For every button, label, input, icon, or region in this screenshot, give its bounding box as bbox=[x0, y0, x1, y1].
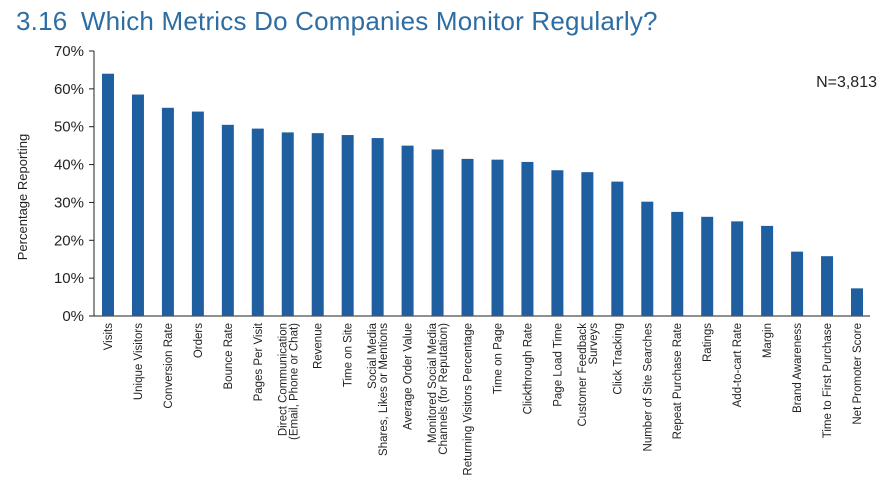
x-tick-label: Unique Visitors bbox=[133, 323, 145, 400]
bar bbox=[401, 145, 414, 316]
bar bbox=[341, 135, 354, 316]
x-tick-label: Clickthrough Rate bbox=[522, 323, 534, 414]
bar bbox=[701, 216, 714, 316]
bar bbox=[581, 172, 594, 316]
bar bbox=[551, 170, 564, 316]
x-tick-label-line: Average Order Value bbox=[403, 323, 415, 430]
chart-title: 3.16 Which Metrics Do Companies Monitor … bbox=[16, 6, 658, 37]
x-tick-label-line: Social Media bbox=[367, 322, 379, 388]
x-tick-label-line: Orders bbox=[193, 323, 205, 358]
x-tick-label: Social Media Shares, Likes or Mentions bbox=[367, 322, 390, 456]
x-tick-label-line: Ratings bbox=[702, 323, 714, 362]
x-tick-label-line: Channels (for Reputation) bbox=[438, 323, 450, 455]
x-axis-labels: Visits Unique Visitors Conversion Rate Orde… bbox=[103, 322, 864, 475]
y-tick-label: 10% bbox=[54, 270, 84, 287]
x-tick-label-line: Surveys bbox=[588, 323, 600, 365]
bars bbox=[102, 73, 863, 317]
x-tick-label: Time on Site bbox=[343, 323, 355, 387]
bar bbox=[731, 221, 744, 316]
x-tick-label-line: (Email, Phone or Chat) bbox=[288, 323, 300, 440]
x-tick-label: Visits bbox=[103, 323, 115, 351]
x-tick-label: Ratings bbox=[702, 323, 714, 362]
chart-title-number: 3.16 bbox=[16, 6, 68, 36]
x-tick-label-line: Monitored Social Media bbox=[427, 322, 439, 443]
x-tick-label: Pages Per Visit bbox=[253, 322, 265, 401]
y-tick-label: 0% bbox=[62, 308, 84, 325]
y-axis-label: Percentage Reporting bbox=[15, 134, 30, 260]
y-tick-label: 70% bbox=[54, 43, 84, 60]
bar bbox=[491, 159, 504, 316]
x-tick-label-line: Number of Site Searches bbox=[642, 323, 654, 452]
bar bbox=[221, 124, 234, 316]
x-tick-label-line: Time on Site bbox=[343, 323, 355, 387]
x-tick-label-line: Visits bbox=[103, 323, 115, 351]
x-tick-label-line: Revenue bbox=[313, 323, 325, 369]
bar bbox=[671, 211, 684, 316]
y-tick-label: 60% bbox=[54, 81, 84, 98]
x-tick-label-line: Bounce Rate bbox=[223, 323, 235, 390]
y-tick-label: 40% bbox=[54, 157, 84, 174]
bar bbox=[191, 111, 204, 316]
bar bbox=[161, 107, 174, 317]
x-tick-label-line: Pages Per Visit bbox=[253, 322, 265, 401]
x-tick-label-line: Customer Feedback bbox=[577, 323, 589, 427]
y-tick-label: 20% bbox=[54, 232, 84, 249]
bar bbox=[461, 158, 474, 316]
bar bbox=[251, 128, 264, 316]
x-tick-label: Time to First Purchase bbox=[822, 323, 834, 438]
x-tick-label-line: Conversion Rate bbox=[163, 323, 175, 409]
bar bbox=[521, 161, 534, 316]
x-tick-label-line: Shares, Likes or Mentions bbox=[378, 323, 390, 456]
x-tick-label: Repeat Purchase Rate bbox=[672, 323, 684, 439]
x-tick-label-line: Clickthrough Rate bbox=[522, 323, 534, 414]
x-tick-label-line: Returning Visitors Percentage bbox=[463, 323, 475, 476]
x-tick-label: Returning Visitors Percentage bbox=[463, 323, 475, 476]
bar bbox=[821, 256, 834, 316]
bar bbox=[851, 288, 863, 316]
bar bbox=[431, 149, 444, 316]
x-tick-label: Number of Site Searches bbox=[642, 323, 654, 452]
sample-size-note: N=3,813 bbox=[816, 74, 877, 91]
x-tick-label: Customer Feedback Surveys bbox=[577, 323, 600, 427]
chart-title-text: Which Metrics Do Companies Monitor Regul… bbox=[80, 6, 658, 36]
x-tick-label-line: Direct Communication bbox=[277, 323, 289, 436]
x-tick-label: Page Load Time bbox=[552, 323, 564, 407]
x-tick-label: Revenue bbox=[313, 323, 325, 369]
x-tick-label: Margin bbox=[762, 323, 774, 358]
bar bbox=[761, 225, 774, 316]
x-tick-label-line: Unique Visitors bbox=[133, 323, 145, 400]
x-tick-label: Time on Page bbox=[492, 323, 504, 394]
x-tick-label: Conversion Rate bbox=[163, 323, 175, 409]
x-tick-label: Average Order Value bbox=[403, 323, 415, 430]
x-tick-label-line: Brand Awareness bbox=[792, 323, 804, 413]
bar bbox=[311, 133, 324, 316]
x-tick-label-line: Page Load Time bbox=[552, 323, 564, 407]
x-tick-label-line: Repeat Purchase Rate bbox=[672, 323, 684, 439]
x-tick-label: Click Tracking bbox=[612, 323, 624, 395]
y-tick-label: 50% bbox=[54, 119, 84, 136]
x-tick-label: Add-to-cart Rate bbox=[732, 323, 744, 407]
bar bbox=[131, 94, 144, 317]
x-tick-label-line: Add-to-cart Rate bbox=[732, 323, 744, 407]
x-tick-label-line: Net Promoter Score bbox=[852, 323, 864, 425]
bar bbox=[102, 73, 114, 316]
bar bbox=[791, 251, 804, 316]
x-tick-label: Monitored Social Media Channels (for Repu… bbox=[427, 322, 450, 454]
x-tick-label: Net Promoter Score bbox=[852, 323, 864, 425]
bar bbox=[641, 201, 654, 316]
x-tick-label: Bounce Rate bbox=[223, 323, 235, 390]
bar bbox=[371, 138, 384, 316]
x-tick-label: Direct Communication (Email, Phone or Cha… bbox=[277, 323, 300, 440]
x-tick-label-line: Time on Page bbox=[492, 323, 504, 394]
bar bbox=[281, 132, 294, 316]
y-tick-label: 30% bbox=[54, 194, 84, 211]
x-tick-label-line: Margin bbox=[762, 323, 774, 358]
x-tick-label-line: Click Tracking bbox=[612, 323, 624, 395]
x-tick-label: Brand Awareness bbox=[792, 323, 804, 413]
y-axis: 0% 10% 20% 30% 40% 50% 60% 70% bbox=[54, 43, 870, 325]
bar bbox=[611, 181, 624, 316]
x-tick-label: Orders bbox=[193, 323, 205, 358]
x-tick-label-line: Time to First Purchase bbox=[822, 323, 834, 438]
